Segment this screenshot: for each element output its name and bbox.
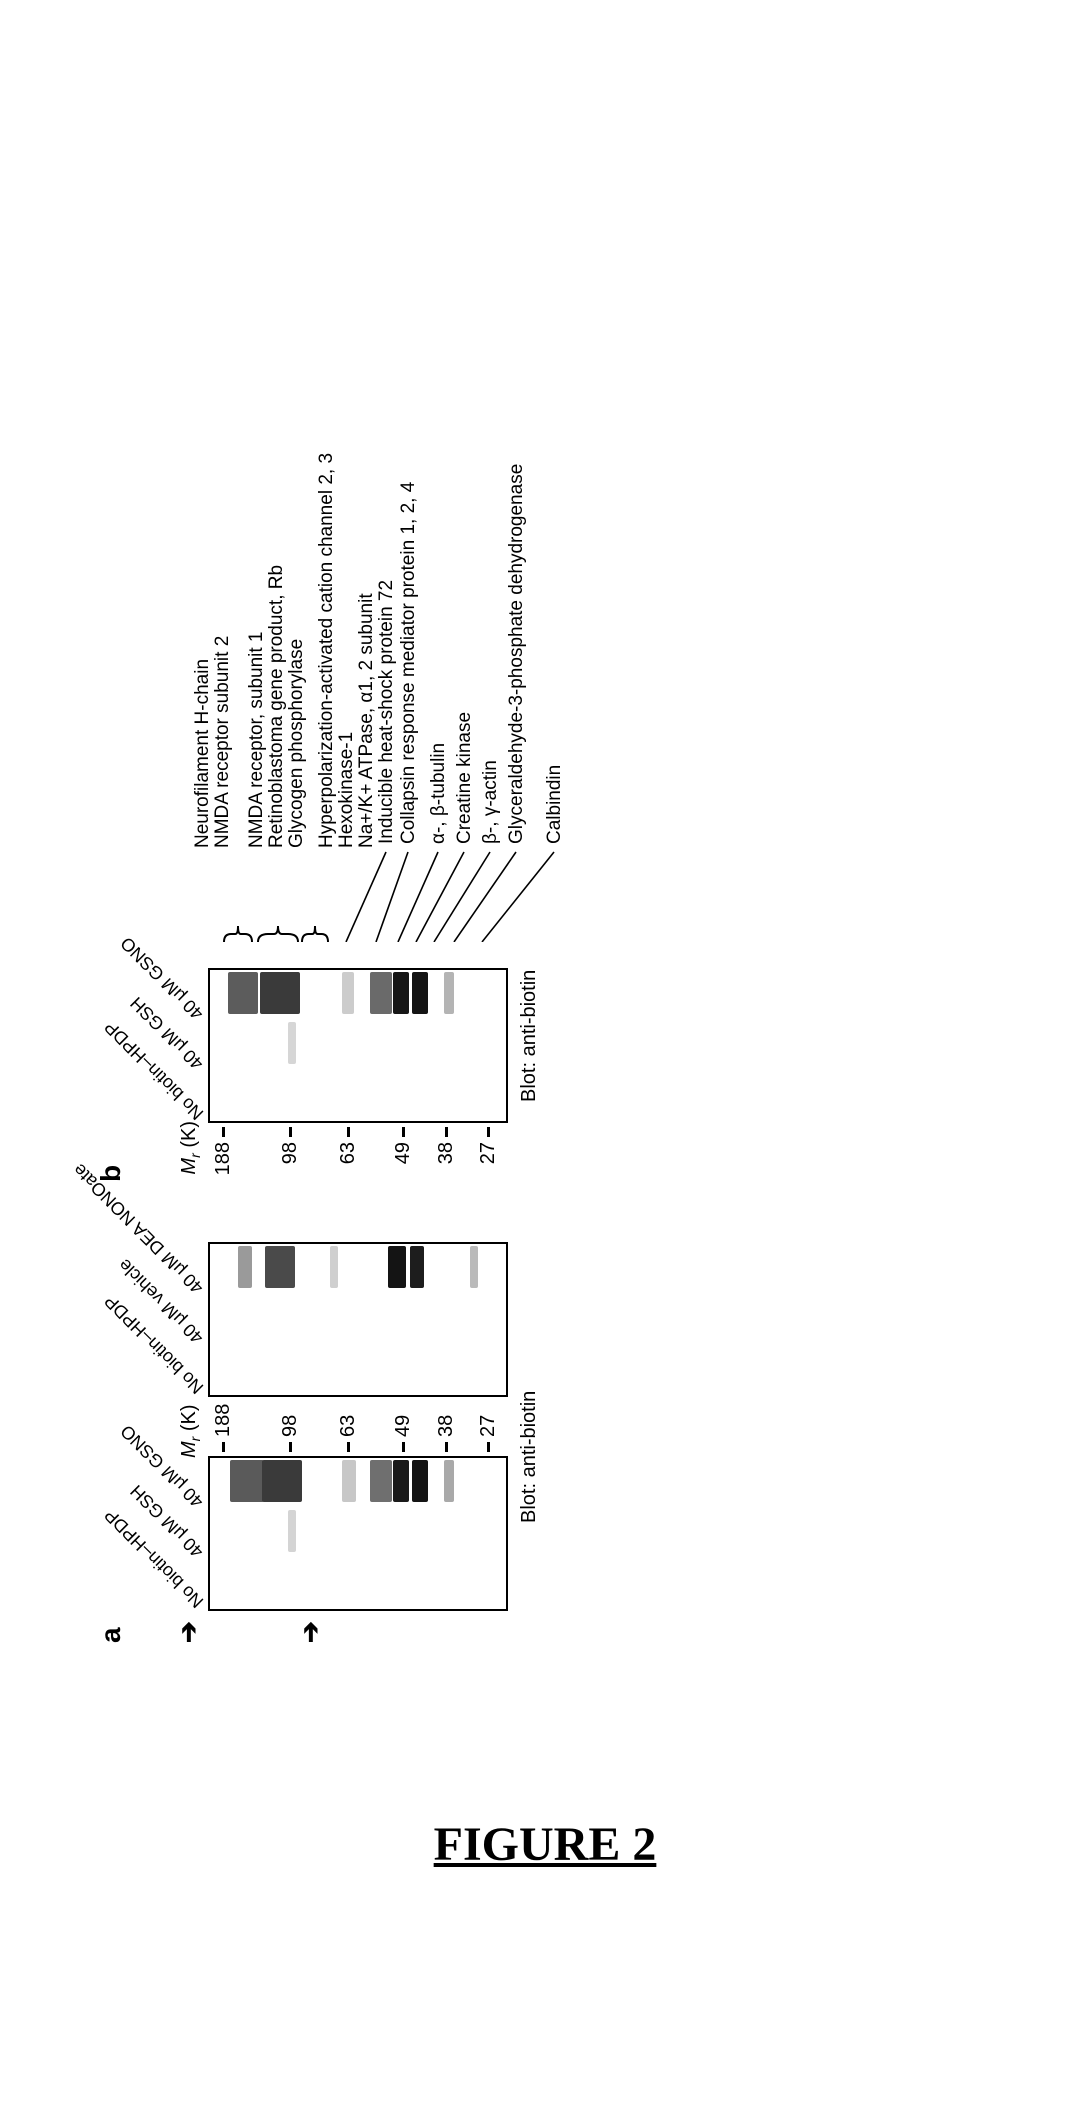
- panel-a-gel-left-group: No biotin–HPDP 40 μM GSH 40 μM GSNO: [208, 1456, 508, 1611]
- bracket-icon: [298, 922, 332, 942]
- protein-label: Creatine kinase: [454, 712, 476, 844]
- gel-band: [238, 1246, 252, 1288]
- figure-container: a ➔ ➔ No biotin–HPDP 40 μM GSH 40 μM GSN…: [95, 0, 995, 1643]
- protein-label: Glyceraldehyde-3-phosphate dehydrogenase: [506, 463, 528, 843]
- gel-lane: [210, 1019, 506, 1067]
- gel-band: [342, 972, 354, 1014]
- leader-line: [480, 848, 556, 942]
- mr-tick: 188: [212, 1403, 235, 1451]
- protein-label: Hyperpolarization-activated cation chann…: [316, 453, 338, 848]
- gel-lane: [210, 1557, 506, 1605]
- protein-label: NMDA receptor subunit 2: [212, 635, 234, 847]
- protein-label: α-, β-tubulin: [428, 743, 450, 844]
- panel-b-gel-group: No biotin–HPDP 40 μM GSH 40 μM GSNO: [208, 968, 508, 1123]
- mr-tick: 27: [477, 1414, 500, 1451]
- arrow-icon: ➔: [173, 1621, 204, 1643]
- protein-label: Collapsin response mediator protein 1, 2…: [398, 481, 420, 843]
- mr-header: Mr (K): [178, 1404, 203, 1458]
- gel-box-a-left: [208, 1456, 508, 1611]
- gel-lane: [210, 1457, 506, 1505]
- mr-tick: 98: [279, 1127, 302, 1164]
- gel-box-b: [208, 968, 508, 1123]
- mr-tick: 49: [392, 1127, 415, 1164]
- gel-band: [412, 972, 428, 1014]
- bracket-icon: [220, 922, 256, 942]
- gel-lane: [210, 1243, 506, 1291]
- gel-band: [444, 1460, 454, 1502]
- panel-a: a ➔ ➔ No biotin–HPDP 40 μM GSH 40 μM GSN…: [95, 1242, 541, 1643]
- lane-labels-b: No biotin–HPDP 40 μM GSH 40 μM GSNO: [130, 968, 208, 1123]
- protein-label: Calbindin: [544, 764, 566, 843]
- gel-lane: [210, 969, 506, 1017]
- gel-band: [342, 1460, 356, 1502]
- gel-band: [393, 972, 409, 1014]
- gel-lane: [210, 1343, 506, 1391]
- mr-tick: 63: [337, 1414, 360, 1451]
- page: a ➔ ➔ No biotin–HPDP 40 μM GSH 40 μM GSN…: [0, 0, 1090, 2122]
- gel-band: [388, 1246, 406, 1288]
- gel-band: [444, 972, 454, 1014]
- figure-title: FIGURE 2: [434, 1817, 657, 1872]
- blot-caption-b: Blot: anti-biotin: [518, 969, 541, 1101]
- lane-labels-a-right: No biotin–HPDP 40 μM vehicle 40 μM DEA N…: [130, 1242, 208, 1397]
- mr-tick: 38: [435, 1127, 458, 1164]
- gel-band: [470, 1246, 478, 1288]
- panel-b: b Mr (K) 188 98 63 49 38 27 No biotin–HPDP 40 …: [95, 378, 541, 1182]
- mr-tick: 38: [435, 1414, 458, 1451]
- protein-label: Inducible heat-shock protein 72: [376, 580, 398, 844]
- mr-tick: 63: [337, 1127, 360, 1164]
- gel-band: [230, 1460, 264, 1502]
- arrow-icon: ➔: [295, 1621, 326, 1643]
- protein-label: Na+/K+ ATPase, α1, 2 subunit: [356, 593, 378, 848]
- panel-a-blot-area: ➔ ➔ No biotin–HPDP 40 μM GSH 40 μM GSNO: [133, 1242, 508, 1643]
- gel-band: [370, 972, 392, 1014]
- mr-scale-b: Mr (K)1889863493827: [208, 1127, 508, 1182]
- gel-box-a-right: [208, 1242, 508, 1397]
- gel-band: [330, 1246, 338, 1288]
- mr-scale-a: Mr (K)1889863493827: [208, 1397, 508, 1452]
- blot-caption-a: Blot: anti-biotin: [518, 1390, 541, 1522]
- protein-label: Neurofilament H-chain: [192, 659, 214, 848]
- gel-band: [412, 1460, 428, 1502]
- gel-band: [228, 972, 258, 1014]
- lane-labels-a-left: No biotin–HPDP 40 μM GSH 40 μM GSNO: [130, 1456, 208, 1611]
- mr-tick: 49: [392, 1414, 415, 1451]
- gel-lane: [210, 1507, 506, 1555]
- mr-tick: 98: [279, 1414, 302, 1451]
- gel-band: [410, 1246, 424, 1288]
- gel-band: [393, 1460, 409, 1502]
- protein-labels: Neurofilament H-chainNMDA receptor subun…: [208, 378, 508, 938]
- gel-band: [265, 1246, 295, 1288]
- mr-tick: 188: [212, 1127, 235, 1175]
- gel-band: [370, 1460, 392, 1502]
- gel-band: [260, 972, 300, 1014]
- bracket-icon: [254, 922, 302, 942]
- gel-lane: [210, 1069, 506, 1117]
- panels-row: a ➔ ➔ No biotin–HPDP 40 μM GSH 40 μM GSN…: [95, 0, 541, 1643]
- protein-label: Retinoblastoma gene product, Rb: [266, 565, 288, 848]
- panel-a-arrows: ➔ ➔: [133, 1617, 433, 1643]
- panel-a-label: a: [95, 1627, 127, 1643]
- panel-a-gel-right-group: No biotin–HPDP 40 μM vehicle 40 μM DEA N…: [208, 1242, 508, 1397]
- mr-header: Mr (K): [178, 1121, 203, 1175]
- gel-band: [288, 1022, 296, 1064]
- panel-b-label: b: [95, 1165, 127, 1182]
- panel-b-blot-area: Mr (K) 188 98 63 49 38 27 No biotin–HPDP 40 μM…: [133, 378, 508, 1182]
- gel-band: [288, 1510, 296, 1552]
- protein-label: NMDA receptor, subunit 1: [246, 631, 268, 848]
- mr-tick: 27: [477, 1127, 500, 1164]
- protein-label: Hexokinase-1: [336, 732, 358, 848]
- gel-lane: [210, 1293, 506, 1341]
- protein-label: Glycogen phosphorylase: [286, 639, 308, 848]
- gel-band: [262, 1460, 302, 1502]
- protein-label: β-, γ-actin: [480, 760, 502, 844]
